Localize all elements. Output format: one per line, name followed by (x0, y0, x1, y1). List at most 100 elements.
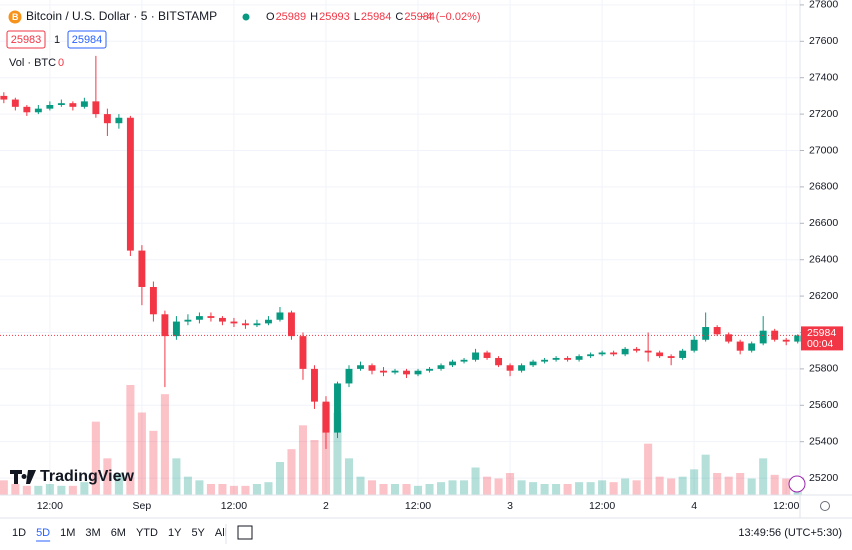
candle-body (92, 101, 100, 115)
logo: TradingView (40, 468, 135, 485)
y-tick-label: 27200 (809, 108, 838, 120)
market-status (242, 13, 250, 21)
candle-body (11, 99, 19, 107)
candle-body (644, 350, 652, 353)
ask[interactable]: 25984 (72, 34, 103, 46)
volume-bar (736, 473, 745, 495)
candle-body (702, 327, 710, 340)
candle-body (552, 357, 560, 360)
calendar-icon[interactable] (237, 525, 253, 540)
candle-body (621, 348, 629, 355)
x-tick-label: 4 (691, 500, 697, 512)
candle-body (368, 365, 376, 371)
volume-bar (218, 484, 227, 495)
volume-bar (747, 478, 756, 495)
ohlc-key: H (310, 11, 318, 23)
volume-bar (68, 485, 77, 495)
volume-bar (22, 485, 31, 495)
volume-bar (390, 484, 400, 495)
ohlc-legend: O 25989 H 25993 L 25984 C 25984 (266, 11, 435, 23)
candle-body (426, 368, 433, 371)
volume-bar (275, 462, 284, 495)
settings-icon[interactable] (820, 501, 830, 511)
candle-body (449, 361, 456, 366)
volume-bar (563, 484, 572, 495)
candle-body (656, 352, 664, 357)
range-button[interactable]: 5Y (191, 527, 205, 539)
btc-icon-glyph: B (12, 12, 19, 22)
range-button[interactable]: 1D (12, 527, 26, 539)
volume-bar (713, 473, 722, 495)
candle-body (34, 108, 42, 113)
volume-bar (344, 458, 354, 495)
x-tick-label: 12:00 (37, 500, 63, 512)
candle-body (230, 321, 238, 324)
candle-body (276, 312, 284, 320)
volume-bar (241, 485, 250, 495)
range-button[interactable]: 5D (36, 527, 50, 539)
volume-bar (34, 485, 43, 495)
volume-bar (494, 478, 503, 495)
volume-bar (367, 480, 377, 495)
volume-bar (333, 412, 342, 495)
candle-body (690, 339, 698, 351)
y-tick-label: 27400 (809, 71, 838, 83)
candle-body (736, 341, 744, 351)
candle-body (414, 370, 422, 375)
volume-bar (91, 421, 100, 495)
volume-bar (575, 482, 584, 495)
symbol: Bitcoin / U.S. Dollar · 5 · BITSTAMP (26, 9, 217, 23)
range-button[interactable]: 6M (111, 527, 126, 539)
range-button[interactable]: 3M (85, 527, 100, 539)
candle-body (195, 316, 203, 320)
last-price-box (801, 326, 843, 351)
candle-body (610, 352, 618, 355)
range-button[interactable]: 1Y (168, 527, 182, 539)
volume-bar (517, 480, 526, 495)
volume-bar (103, 458, 112, 495)
volume-bar (540, 484, 549, 495)
x-tick-label: Sep (133, 500, 152, 512)
alert-icon[interactable] (788, 475, 806, 493)
candle-body (460, 359, 468, 362)
candle-body (149, 286, 157, 315)
candle-body (667, 356, 675, 358)
candle-body (23, 106, 31, 113)
candle-body (483, 352, 491, 358)
clock[interactable]: 13:49:56 (UTC+5:30) (738, 527, 842, 539)
volume-bar (356, 476, 365, 495)
volume-bar (137, 412, 146, 495)
candle-body (80, 101, 88, 107)
y-tick-label: 27800 (809, 0, 838, 11)
candle-body (69, 103, 77, 107)
candle-body (472, 352, 480, 360)
range-button[interactable]: 1M (60, 527, 75, 539)
candle-body (322, 401, 330, 433)
candle-body (380, 370, 387, 373)
volume-bar (425, 484, 434, 495)
volume-bar (229, 485, 238, 495)
volume-bar (114, 473, 123, 495)
candle-body (138, 250, 146, 287)
bid-box[interactable] (6, 30, 46, 49)
candle-body (345, 368, 353, 384)
y-tick-label: 26400 (809, 253, 838, 265)
volume-bar (11, 484, 20, 495)
logo-icon (10, 470, 36, 484)
candle-body (748, 343, 756, 351)
ask-box[interactable] (67, 30, 107, 49)
ohlc-key: O (266, 11, 275, 23)
x-tick-label: 12:00 (773, 500, 799, 512)
volume-bar (678, 476, 687, 495)
bid[interactable]: 25983 (11, 34, 42, 46)
ohlc-key: C (395, 11, 403, 23)
volume-bar (483, 476, 492, 495)
toolbar: 1D 5D 1M 3M 6M YTD 1Y 5Y All (12, 527, 227, 542)
volume-bar (264, 482, 273, 495)
last-price-label: 25984 (807, 327, 836, 339)
candle-body (241, 323, 249, 326)
y-tick-label: 25800 (809, 363, 838, 375)
range-button[interactable]: YTD (136, 527, 158, 539)
range-button[interactable]: All (215, 527, 227, 539)
volume-bar (379, 484, 388, 495)
